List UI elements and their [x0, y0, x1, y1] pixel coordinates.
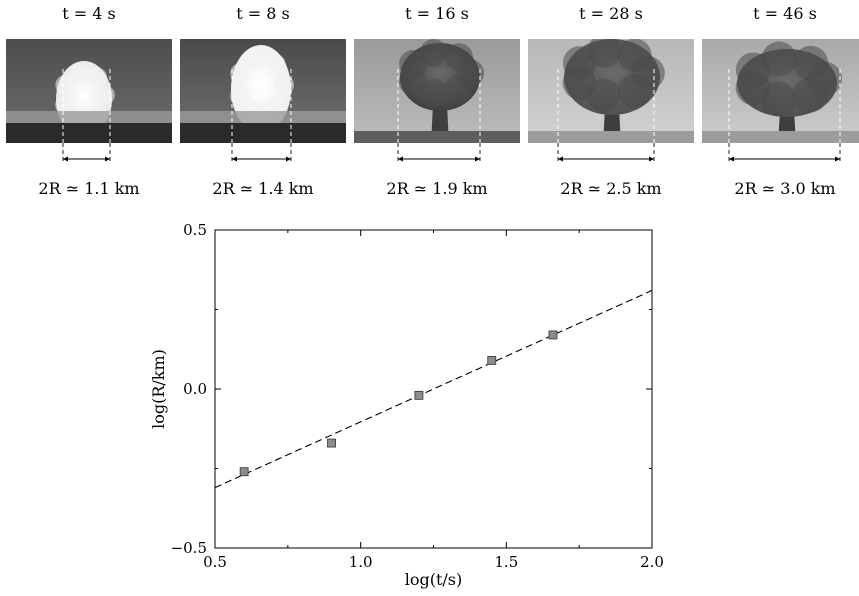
time-label: t = 4 s [62, 4, 116, 23]
y-axis-label: log(R/km) [149, 349, 168, 429]
plot-frame [214, 229, 653, 549]
data-point [487, 355, 497, 365]
diameter-arrow [6, 143, 172, 165]
fireball-photo [180, 39, 346, 143]
photo-panel: t = 16 s 2R ≃ 1.9 km [354, 0, 520, 205]
fireball-photo [528, 39, 694, 143]
diameter-label: 2R ≃ 1.9 km [386, 179, 488, 198]
data-point [327, 438, 336, 448]
diameter-label: 2R ≃ 1.1 km [38, 179, 140, 198]
log-log-chart: 0.5 1.0 1.5 2.0 −0.5 0.0 0.5 log(t/s) log(R/km) [149, 221, 664, 589]
time-label: t = 46 s [753, 4, 817, 23]
time-label: t = 28 s [579, 4, 643, 23]
x-tick-label: 1.5 [494, 553, 518, 571]
time-label: t = 16 s [405, 4, 469, 23]
y-tick-label: 0.5 [183, 221, 207, 239]
diameter-arrow [180, 143, 346, 165]
photo-panel: t = 28 s 2R ≃ 2.5 km [528, 0, 694, 205]
diameter-label: 2R ≃ 3.0 km [734, 179, 836, 198]
diameter-arrow [354, 143, 520, 165]
x-tick-label: 0.5 [203, 553, 227, 571]
diameter-arrow [702, 143, 859, 165]
fit-line [214, 289, 653, 489]
x-tick-label: 1.0 [349, 553, 373, 571]
diameter-label: 2R ≃ 2.5 km [560, 179, 662, 198]
y-tick-label: 0.0 [183, 380, 207, 398]
time-label: t = 8 s [236, 4, 290, 23]
photo-strip: t = 4 s 2R ≃ 1.1 km t = 8 s 2R ≃ 1.4 km … [0, 0, 859, 205]
data-point [548, 330, 558, 340]
x-axis-label: log(t/s) [405, 570, 463, 589]
photo-panel: t = 46 s 2R ≃ 3.0 km [702, 0, 859, 205]
x-tick-label: 2.0 [640, 553, 664, 571]
diameter-label: 2R ≃ 1.4 km [212, 179, 314, 198]
photo-panel: t = 4 s 2R ≃ 1.1 km [6, 0, 172, 205]
fireball-photo [6, 39, 172, 143]
fireball-photo [702, 39, 859, 143]
diameter-arrow [528, 143, 694, 165]
fireball-photo [354, 39, 520, 143]
photo-panel: t = 8 s 2R ≃ 1.4 km [180, 0, 346, 205]
data-point [414, 390, 424, 400]
y-tick-label: −0.5 [171, 539, 207, 557]
data-point [239, 467, 249, 477]
